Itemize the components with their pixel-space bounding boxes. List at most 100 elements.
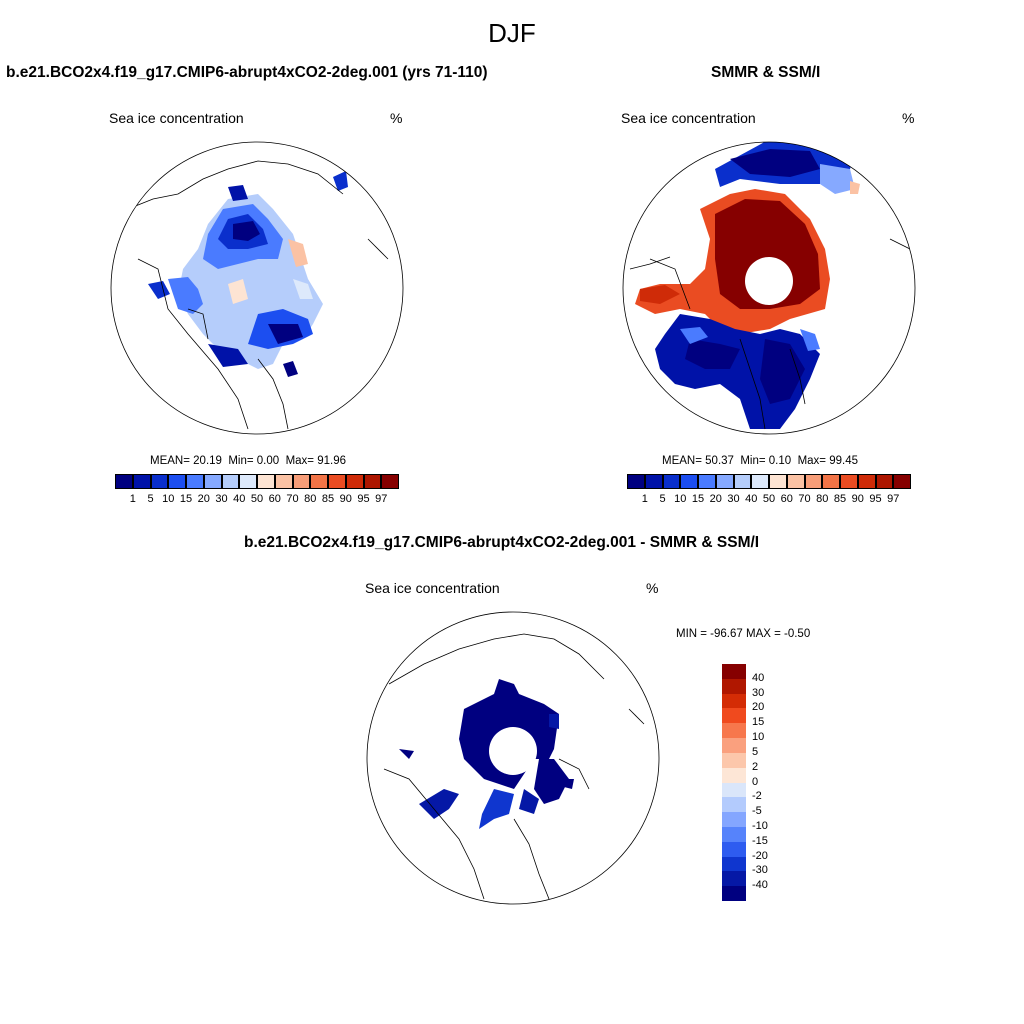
left-colorbar-label: 10 bbox=[162, 493, 175, 505]
right-colorbar-label: 1 bbox=[641, 493, 648, 505]
right-colorbar-box bbox=[627, 474, 645, 489]
right-colorbar-label: 5 bbox=[659, 493, 666, 505]
right-sea-ice-field bbox=[629, 142, 911, 430]
difference-colorbar-label: 2 bbox=[752, 760, 759, 773]
difference-colorbar-label: -15 bbox=[752, 834, 768, 847]
difference-colorbar-label: -5 bbox=[752, 805, 762, 818]
difference-colorbar-box bbox=[722, 782, 746, 798]
right-stats-mean-label: MEAN= bbox=[662, 455, 702, 467]
left-colorbar-box bbox=[257, 474, 275, 489]
left-colorbar-box bbox=[328, 474, 346, 489]
right-colorbar-labels: 1 5 10 15 20 30 40 50 60 70 80 85 90 95 97 bbox=[627, 493, 911, 507]
bottom-difference-field bbox=[383, 633, 645, 900]
left-stats-mean-label: MEAN= bbox=[150, 455, 190, 467]
right-pole-hole bbox=[745, 257, 793, 305]
left-colorbar-label: 15 bbox=[179, 493, 193, 505]
difference-colorbar-box bbox=[722, 886, 746, 901]
left-sea-ice-field bbox=[127, 160, 389, 430]
left-colorbar-label: 60 bbox=[268, 493, 281, 505]
left-colorbar-box bbox=[292, 474, 311, 489]
left-stats-max: 91.96 bbox=[317, 455, 346, 467]
right-colorbar-label: 40 bbox=[745, 493, 758, 505]
left-colorbar-box bbox=[115, 474, 133, 489]
left-colorbar-label: 85 bbox=[321, 493, 335, 505]
difference-colorbar-label: 20 bbox=[752, 701, 765, 714]
bottom-panel-units: % bbox=[646, 580, 659, 596]
left-colorbar-label: 30 bbox=[215, 493, 228, 505]
right-colorbar-box bbox=[662, 474, 681, 489]
right-colorbar-label: 85 bbox=[833, 493, 847, 505]
left-colorbar bbox=[115, 474, 399, 489]
difference-colorbar-box bbox=[722, 841, 746, 857]
bottom-pole-hole bbox=[489, 727, 537, 775]
difference-colorbar-box bbox=[722, 871, 746, 887]
difference-colorbar-label: -10 bbox=[752, 819, 768, 832]
right-colorbar-label: 10 bbox=[674, 493, 687, 505]
right-colorbar-box bbox=[751, 474, 769, 489]
difference-colorbar-labels: 40 30 20 15 10 5 2 0 -2 -5 -10 -15 -20 -30 -40 bbox=[752, 664, 792, 901]
left-colorbar-box bbox=[150, 474, 169, 489]
right-panel-units: % bbox=[902, 110, 915, 126]
left-colorbar-box bbox=[310, 474, 328, 489]
left-colorbar-box bbox=[363, 474, 382, 489]
right-colorbar-box bbox=[822, 474, 840, 489]
left-polar-map bbox=[110, 141, 404, 435]
left-stats-min: 0.00 bbox=[256, 455, 280, 467]
right-colorbar-box bbox=[698, 474, 716, 489]
right-colorbar-box bbox=[857, 474, 876, 489]
right-colorbar-label: 60 bbox=[780, 493, 793, 505]
right-colorbar-label: 70 bbox=[798, 493, 811, 505]
left-colorbar-labels: 1 5 10 15 20 30 40 50 60 70 80 85 90 95 97 bbox=[115, 493, 399, 507]
left-colorbar-box bbox=[186, 474, 204, 489]
bottom-panel-title: b.e21.BCO2x4.f19_g17.CMIP6-abrupt4xCO2-2… bbox=[244, 534, 760, 551]
figure-title: DJF bbox=[488, 18, 536, 48]
difference-colorbar-label: 40 bbox=[752, 671, 765, 684]
left-colorbar-box bbox=[239, 474, 257, 489]
left-stats: MEAN= 20.19 Min= 0.00 Max= 91.96 bbox=[150, 455, 346, 467]
difference-colorbar-box bbox=[722, 738, 746, 753]
right-colorbar-box bbox=[786, 474, 805, 489]
difference-colorbar bbox=[722, 664, 746, 901]
difference-colorbar-label: 10 bbox=[752, 731, 765, 744]
difference-colorbar-box bbox=[722, 752, 746, 768]
left-colorbar-box bbox=[381, 474, 399, 489]
right-colorbar-box bbox=[644, 474, 663, 489]
left-colorbar-label: 97 bbox=[375, 493, 388, 505]
right-colorbar-label: 30 bbox=[727, 493, 740, 505]
difference-colorbar-label: 0 bbox=[752, 775, 759, 788]
right-colorbar-label: 15 bbox=[691, 493, 705, 505]
difference-colorbar-box bbox=[722, 664, 746, 679]
bottom-map-boundary bbox=[366, 611, 660, 905]
left-stats-min-label: Min= bbox=[228, 455, 254, 467]
left-colorbar-label: 40 bbox=[233, 493, 246, 505]
left-colorbar-label: 95 bbox=[357, 493, 370, 505]
left-colorbar-box bbox=[132, 474, 151, 489]
right-colorbar-box bbox=[715, 474, 734, 489]
left-colorbar-label: 20 bbox=[197, 493, 210, 505]
right-panel-title: SMMR & SSM/I bbox=[711, 64, 821, 81]
right-stats-min: 0.10 bbox=[768, 455, 792, 467]
difference-colorbar-label: 5 bbox=[752, 745, 759, 758]
right-stats-min-label: Min= bbox=[740, 455, 766, 467]
left-colorbar-label: 70 bbox=[286, 493, 299, 505]
left-panel-subtitle: Sea ice concentration bbox=[109, 110, 244, 126]
right-colorbar-box bbox=[769, 474, 787, 489]
right-polar-map bbox=[622, 141, 916, 435]
difference-colorbar-label: -20 bbox=[752, 849, 768, 862]
difference-colorbar-box bbox=[722, 797, 746, 813]
difference-colorbar-box bbox=[722, 856, 746, 872]
left-stats-mean: 20.19 bbox=[193, 455, 222, 467]
right-colorbar-box bbox=[875, 474, 894, 489]
left-colorbar-label: 1 bbox=[129, 493, 136, 505]
difference-colorbar-box bbox=[722, 767, 746, 783]
left-panel-title: b.e21.BCO2x4.f19_g17.CMIP6-abrupt4xCO2-2… bbox=[6, 64, 488, 81]
right-colorbar-box bbox=[733, 474, 752, 489]
right-colorbar-box bbox=[893, 474, 911, 489]
bottom-polar-map bbox=[366, 611, 660, 905]
left-colorbar-label: 5 bbox=[147, 493, 154, 505]
difference-colorbar-label: -40 bbox=[752, 879, 768, 892]
right-colorbar-box bbox=[680, 474, 698, 489]
right-stats-mean: 50.37 bbox=[705, 455, 734, 467]
difference-colorbar-box bbox=[722, 826, 746, 842]
right-colorbar-box bbox=[840, 474, 858, 489]
